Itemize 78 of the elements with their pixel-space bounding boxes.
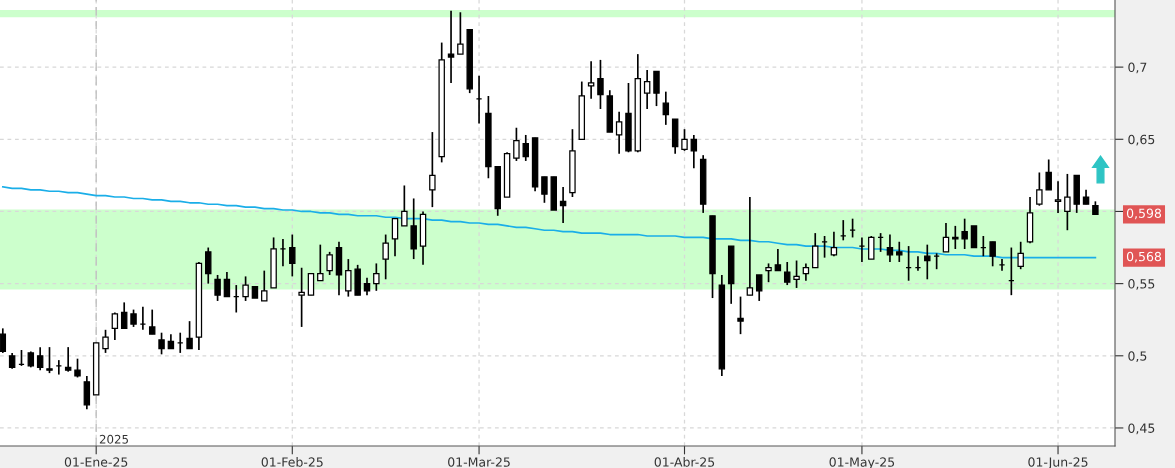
annotation: 2025 <box>99 434 128 444</box>
candlestick <box>186 320 193 350</box>
candlestick <box>120 301 128 330</box>
candlestick <box>261 269 268 302</box>
candlestick <box>289 233 296 278</box>
candlestick <box>345 258 352 298</box>
candlestick <box>317 243 324 282</box>
candlestick <box>0 327 7 354</box>
y-tick-label: 0,55 <box>1128 279 1155 290</box>
candlestick <box>1017 240 1024 271</box>
candlestick <box>924 243 931 281</box>
candlestick <box>811 232 819 269</box>
candlestick <box>886 233 894 263</box>
x-tick-label: 01-Feb-25 <box>261 457 323 467</box>
candlestick <box>952 225 959 250</box>
candlestick <box>429 131 436 208</box>
y-tick-label: 0,5 <box>1128 351 1147 362</box>
candlestick <box>46 346 53 374</box>
candlestick <box>793 259 800 289</box>
candlestick <box>513 126 520 162</box>
candlestick <box>111 311 119 341</box>
candlestick <box>998 258 1006 272</box>
candlestick <box>746 196 754 297</box>
candlestick <box>298 266 305 328</box>
candlestick <box>447 9 455 84</box>
candlestick <box>214 274 221 302</box>
candlestick <box>970 225 978 249</box>
candlestick <box>737 295 744 335</box>
candlestick <box>373 262 380 292</box>
candlestick <box>279 238 287 268</box>
candlestick <box>522 134 529 162</box>
candlestick <box>1045 158 1052 191</box>
candlestick <box>765 262 772 284</box>
candlestick <box>541 175 548 204</box>
candlestick <box>102 328 109 354</box>
candlestick <box>1054 180 1062 214</box>
candlestick <box>242 275 249 302</box>
candlestick <box>401 184 408 227</box>
candlestick <box>148 308 156 335</box>
candlestick <box>475 74 483 125</box>
candlestick <box>783 261 791 286</box>
candlestick <box>989 240 996 268</box>
candlestick <box>307 272 315 297</box>
candlestick <box>868 235 875 260</box>
candlestick <box>158 331 165 356</box>
candlestick <box>774 248 782 272</box>
candlestick <box>64 346 72 373</box>
candlestick <box>391 217 399 258</box>
candlestick <box>830 230 838 258</box>
candlestick <box>1036 171 1043 207</box>
candlestick <box>410 197 417 260</box>
candlestick <box>36 346 44 372</box>
candlestick <box>223 271 231 298</box>
candlestick <box>615 111 623 155</box>
candlestick <box>755 274 763 302</box>
candlestick <box>653 70 660 107</box>
candlestick <box>961 217 968 250</box>
text: 0,598 <box>1126 208 1162 220</box>
candlestick <box>858 236 866 263</box>
y-tick-label: 0,7 <box>1128 62 1147 74</box>
candlestick <box>457 11 464 55</box>
candlestick <box>587 60 595 100</box>
x-tick-label: 01-Mar-25 <box>448 457 510 467</box>
candlestick <box>643 69 651 110</box>
x-tick-label: 01-Abr-25 <box>654 457 715 467</box>
y-tick-label: 0,45 <box>1128 423 1155 435</box>
x-tick-label: 01-Ene-25 <box>64 457 128 467</box>
candlestick <box>681 128 688 152</box>
candlestick <box>942 222 950 253</box>
candlestick <box>205 246 212 285</box>
text: 0,568 <box>1126 251 1162 263</box>
y-tick-label: 0,65 <box>1128 134 1155 146</box>
candlestick <box>382 233 389 281</box>
candlestick <box>597 59 604 110</box>
candlestick <box>1064 173 1071 232</box>
candlestick <box>896 240 903 263</box>
candlestick <box>326 251 333 276</box>
candlestick <box>83 375 91 411</box>
